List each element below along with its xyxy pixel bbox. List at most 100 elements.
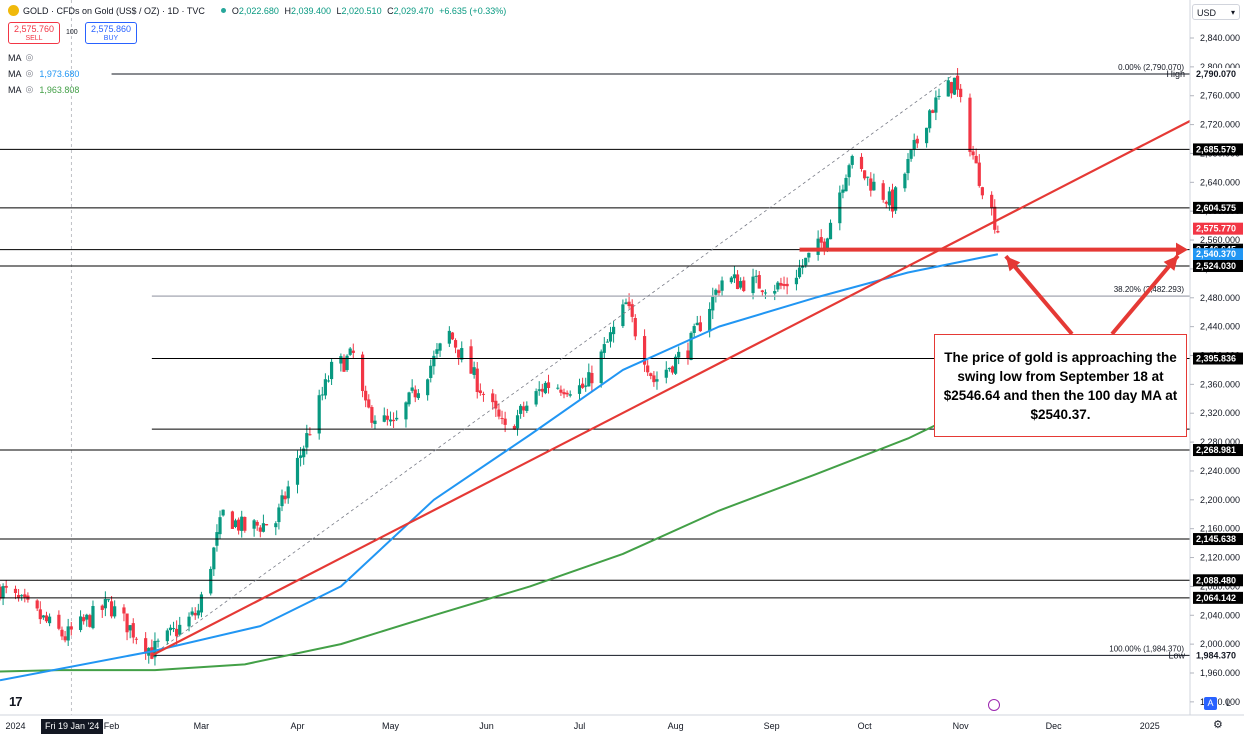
visibility-icon[interactable]: ◎ bbox=[25, 68, 34, 78]
ohlc-values: O2,022.680 H2,039.400 L2,020.510 C2,029.… bbox=[231, 5, 507, 16]
candle-body bbox=[317, 395, 321, 434]
candle-body bbox=[342, 357, 346, 372]
candle-body bbox=[924, 127, 929, 144]
candle-body bbox=[360, 354, 365, 392]
currency-select[interactable]: USD ▾ bbox=[1192, 4, 1240, 20]
y-tick-label: 2,800.000 bbox=[1200, 62, 1240, 72]
buy-button[interactable]: 2,575.860 BUY bbox=[85, 22, 137, 44]
candle-body bbox=[667, 367, 671, 370]
candle-body bbox=[732, 274, 737, 279]
candle-body bbox=[847, 165, 851, 178]
price-label-bg bbox=[1193, 591, 1243, 604]
candle-body bbox=[491, 393, 495, 403]
candle-body bbox=[395, 417, 399, 420]
price-axis[interactable]: 1,920.000 1,960.000 2,000.000 2,040.000 2,08… bbox=[1189, 0, 1244, 734]
candle-body bbox=[949, 82, 953, 94]
candle-body bbox=[478, 390, 482, 394]
candle-body bbox=[859, 156, 864, 169]
candle-body bbox=[150, 647, 154, 659]
y-tick-label: 2,000.000 bbox=[1200, 639, 1240, 649]
candle-body bbox=[621, 304, 625, 327]
price-label-bg bbox=[1193, 352, 1243, 365]
candle-body bbox=[156, 640, 160, 642]
ma200-line bbox=[0, 394, 999, 673]
candle-body bbox=[100, 605, 104, 610]
x-tick-label: Jun bbox=[479, 721, 494, 731]
candle-body bbox=[534, 391, 538, 405]
indicator-ma-3[interactable]: MA ◎ 1,963.808 bbox=[8, 84, 80, 95]
y-tick-label: 2,360.000 bbox=[1200, 379, 1240, 389]
tradingview-logo-icon[interactable]: 17 bbox=[9, 694, 23, 709]
candle-body bbox=[447, 330, 451, 344]
candle-body bbox=[212, 547, 216, 570]
gear-icon[interactable]: ⚙ bbox=[1213, 719, 1223, 731]
trend-line bbox=[151, 120, 1191, 657]
candle-body bbox=[664, 369, 668, 378]
candle-body bbox=[85, 614, 89, 620]
indicator-ma-1[interactable]: MA ◎ bbox=[8, 52, 34, 63]
candle-body bbox=[993, 206, 997, 230]
x-tick-label: 2024 bbox=[5, 721, 25, 731]
candle-body bbox=[695, 322, 699, 326]
visibility-icon[interactable]: ◎ bbox=[25, 52, 34, 62]
y-tick-label: 2,040.000 bbox=[1200, 610, 1240, 620]
candle-body bbox=[819, 237, 823, 243]
log-scale-button[interactable]: L bbox=[1225, 698, 1231, 708]
candle-body bbox=[494, 400, 498, 409]
price-label-bg bbox=[1193, 143, 1243, 156]
candle-body bbox=[869, 178, 873, 191]
event-marker-icon[interactable] bbox=[988, 699, 1000, 711]
candle-body bbox=[113, 606, 117, 617]
y-tick-label: 2,160.000 bbox=[1200, 524, 1240, 534]
candle-body bbox=[131, 623, 135, 638]
visibility-icon[interactable]: ◎ bbox=[25, 84, 34, 94]
candle-body bbox=[519, 405, 523, 414]
candle-body bbox=[255, 521, 259, 526]
candle-body bbox=[165, 630, 169, 642]
x-tick-label: Nov bbox=[953, 721, 970, 731]
candle-body bbox=[822, 241, 826, 250]
candle-body bbox=[35, 600, 39, 609]
candle-body bbox=[286, 486, 290, 499]
candle-body bbox=[41, 615, 45, 618]
candle-body bbox=[410, 387, 414, 391]
candle-body bbox=[537, 389, 541, 391]
candle-body bbox=[66, 626, 70, 641]
candle-body bbox=[890, 189, 895, 212]
candle-body bbox=[171, 628, 176, 630]
candle-body bbox=[887, 191, 892, 206]
x-tick-label: Aug bbox=[668, 721, 684, 731]
candle-body bbox=[754, 275, 758, 277]
indicator-ma-2[interactable]: MA ◎ 1,973.680 bbox=[8, 68, 80, 79]
candle-body bbox=[804, 257, 808, 266]
candle-body bbox=[540, 388, 544, 392]
price-label-bg bbox=[1193, 533, 1243, 546]
candle-body bbox=[955, 75, 960, 90]
candle-body bbox=[13, 588, 18, 593]
candle-body bbox=[649, 373, 653, 377]
candle-body bbox=[16, 594, 21, 598]
candle-body bbox=[453, 340, 458, 348]
sell-button[interactable]: 2,575.760 SELL bbox=[8, 22, 60, 44]
candle-body bbox=[559, 389, 563, 393]
candle-body bbox=[931, 110, 935, 113]
candle-body bbox=[974, 155, 978, 164]
symbol-title[interactable]: GOLD · CFDs on Gold (US$ / OZ) · 1D · TV… bbox=[23, 5, 205, 16]
level-tag: Low bbox=[1168, 650, 1185, 660]
candle-body bbox=[608, 332, 613, 342]
y-tick-label: 2,320.000 bbox=[1200, 408, 1240, 418]
candle-body bbox=[844, 177, 848, 192]
candle-body bbox=[190, 611, 194, 615]
chevron-down-icon: ▾ bbox=[1230, 8, 1235, 17]
candle-body bbox=[893, 187, 898, 211]
candle-body bbox=[782, 284, 786, 286]
time-axis[interactable]: 2024 Feb Mar Apr May Jun Jul Aug Sep Oct Nov Dec 202… bbox=[0, 714, 1244, 731]
candle-body bbox=[326, 380, 331, 382]
candle-body bbox=[193, 612, 197, 616]
auto-scale-button[interactable]: A bbox=[1204, 697, 1217, 710]
candle-body bbox=[47, 616, 52, 624]
candle-body bbox=[373, 420, 377, 425]
candle-body bbox=[364, 390, 368, 401]
candle-body bbox=[370, 407, 374, 423]
